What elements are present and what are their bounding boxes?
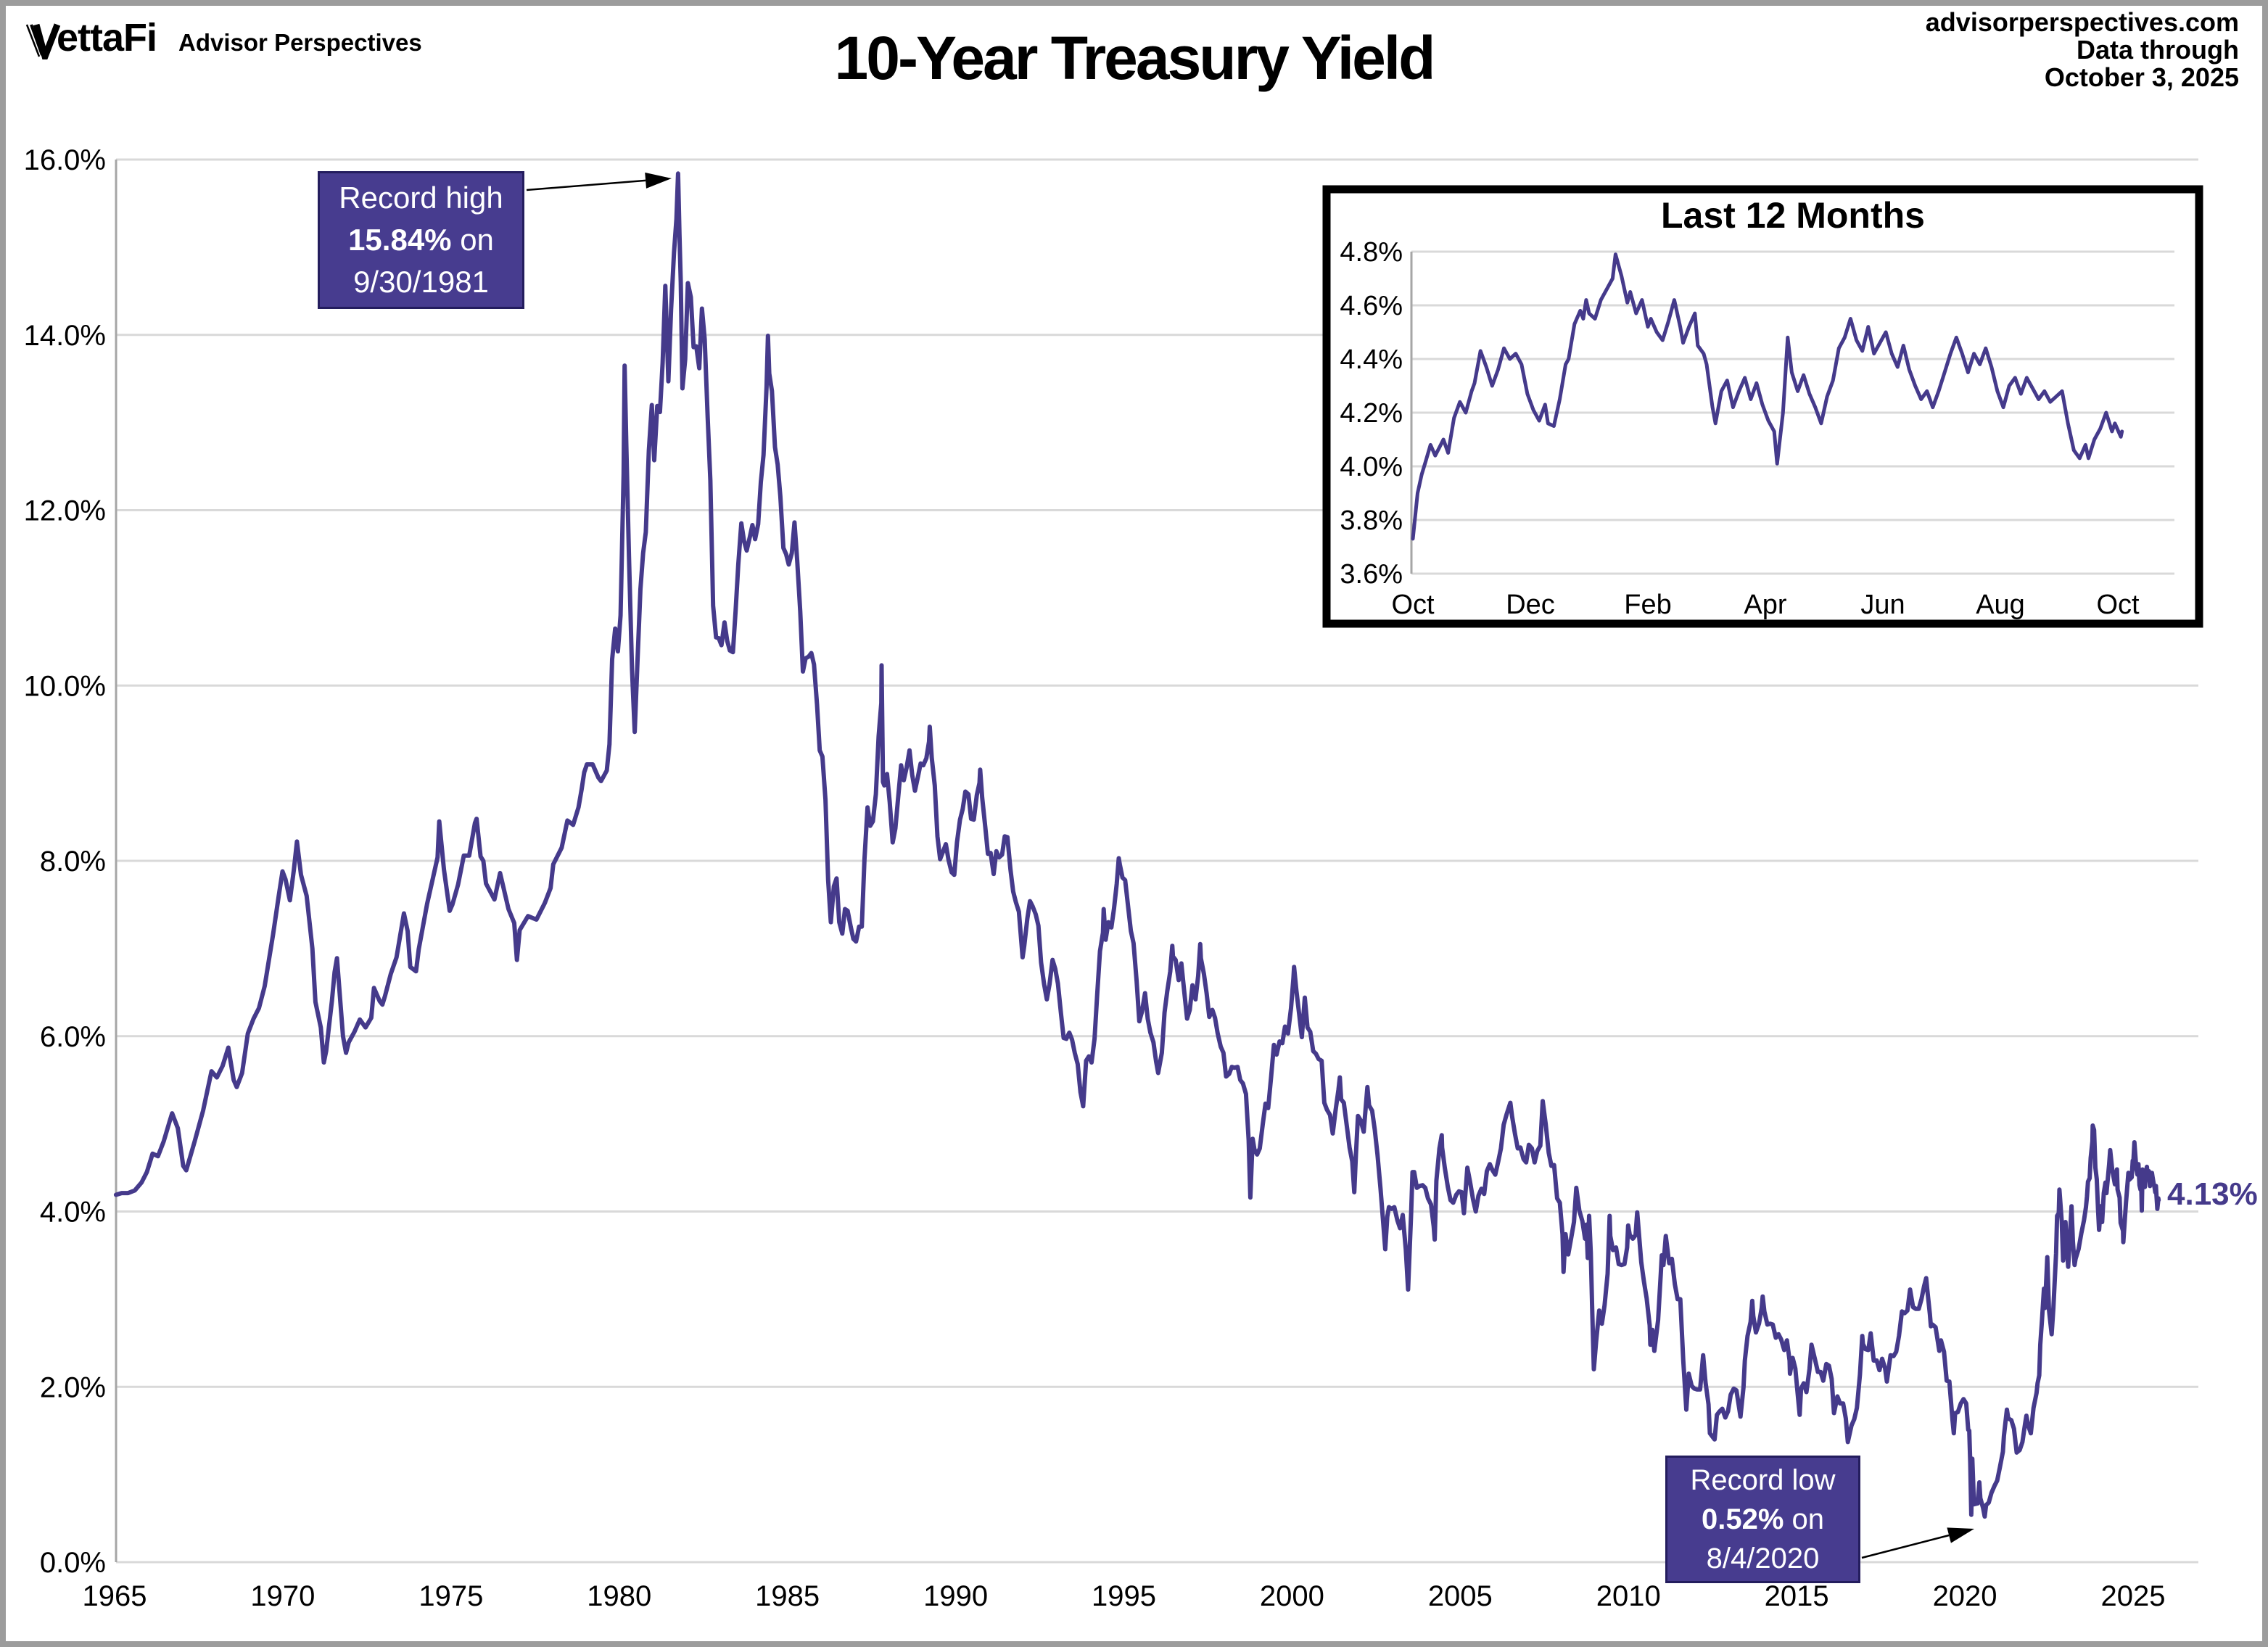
- inset-y-tick-label: 4.8%: [1340, 237, 1403, 268]
- inset-x-tick-label: Aug: [1976, 590, 2025, 620]
- record-high-annotation: Record high 15.84% on 9/30/1981: [318, 171, 524, 309]
- source-url: advisorperspectives.com: [1925, 7, 2239, 37]
- main-x-tick-label: 2020: [1933, 1580, 1997, 1612]
- record-high-label: Record high: [339, 181, 503, 215]
- vettafi-v-icon: [25, 23, 61, 59]
- inset-y-tick-label: 3.6%: [1340, 559, 1403, 590]
- record-low-date: 8/4/2020: [1706, 1543, 1820, 1574]
- main-x-tick-label: 1975: [418, 1580, 483, 1612]
- record-high-arrow-line: [526, 179, 646, 191]
- main-y-tick-label: 4.0%: [40, 1197, 106, 1229]
- main-x-tick-label: 2025: [2100, 1580, 2165, 1612]
- record-high-arrow-head: [645, 172, 672, 189]
- main-x-tick-label: 1980: [587, 1580, 651, 1612]
- inset-x-tick-label: Oct: [2096, 590, 2140, 620]
- main-x-tick-label: 2005: [1428, 1580, 1493, 1612]
- main-x-tick-label: 2015: [1765, 1580, 1829, 1612]
- vettafi-logo: ettaFi Advisor Perspectives: [25, 16, 422, 59]
- inset-y-tick-label: 4.2%: [1340, 398, 1403, 429]
- inset-chart-title: Last 12 Months: [1661, 195, 1925, 236]
- record-low-arrow-head: [1947, 1527, 1974, 1543]
- data-through-date: October 3, 2025: [2044, 62, 2239, 92]
- main-x-tick-label: 1970: [250, 1580, 315, 1612]
- inset-series-line: [1411, 252, 2124, 541]
- main-x-tick-label: 1985: [755, 1580, 820, 1612]
- inset-y-tick-label: 4.0%: [1340, 452, 1403, 482]
- data-through-label: Data through: [2077, 35, 2239, 65]
- inset-x-tick-label: Oct: [1391, 590, 1435, 620]
- main-x-tick-label: 1995: [1092, 1580, 1156, 1612]
- main-x-tick-label: 1990: [923, 1580, 988, 1612]
- record-high-date: 9/30/1981: [353, 265, 489, 299]
- vettafi-logo-text: ettaFi: [57, 16, 157, 59]
- record-high-value: 15.84% on: [348, 223, 494, 257]
- inset-x-tick-label: Apr: [1744, 590, 1786, 620]
- main-y-tick-label: 16.0%: [24, 144, 106, 176]
- record-low-label: Record low: [1690, 1464, 1836, 1496]
- current-yield-label: 4.13%: [2167, 1176, 2258, 1212]
- inset-x-tick-label: Feb: [1624, 590, 1671, 620]
- inset-y-tick-label: 4.6%: [1340, 291, 1403, 321]
- record-low-value: 0.52% on: [1701, 1503, 1825, 1535]
- advisor-perspectives-label: Advisor Perspectives: [178, 29, 422, 56]
- main-x-tick-label: 2000: [1260, 1580, 1324, 1612]
- main-x-tick-label: 1965: [83, 1580, 147, 1612]
- main-series-line: [113, 171, 2161, 1519]
- main-y-tick-label: 12.0%: [24, 495, 106, 527]
- main-y-tick-label: 10.0%: [24, 670, 106, 702]
- main-y-tick-label: 14.0%: [24, 320, 106, 352]
- main-x-tick-label: 2010: [1596, 1580, 1661, 1612]
- record-low-annotation: Record low 0.52% on 8/4/2020: [1665, 1456, 1860, 1583]
- inset-y-tick-label: 3.8%: [1340, 505, 1403, 536]
- page-title: 10-Year Treasury Yield: [834, 24, 1436, 92]
- main-y-tick-label: 6.0%: [40, 1021, 106, 1053]
- inset-y-tick-label: 4.4%: [1340, 344, 1403, 375]
- main-y-tick-label: 2.0%: [40, 1371, 106, 1403]
- inset-x-tick-label: Jun: [1860, 590, 1905, 620]
- inset-x-tick-label: Dec: [1506, 590, 1555, 620]
- main-y-tick-label: 8.0%: [40, 846, 106, 878]
- source-attribution: advisorperspectives.com Data through Oct…: [1926, 9, 2239, 91]
- record-low-arrow-line: [1861, 1534, 1950, 1559]
- main-y-tick-label: 0.0%: [40, 1547, 106, 1579]
